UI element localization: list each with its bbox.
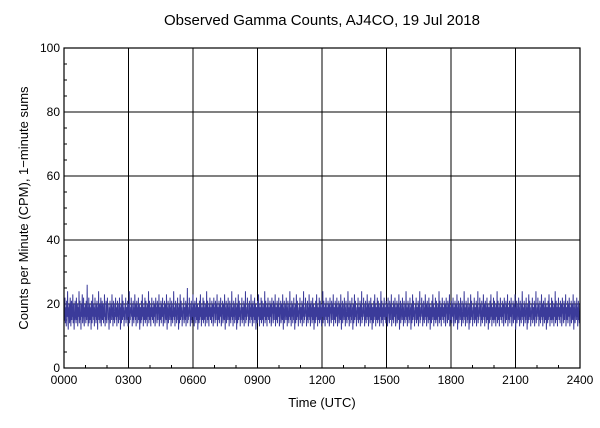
chart-title: Observed Gamma Counts, AJ4CO, 19 Jul 201… [164, 12, 480, 29]
x-tick-labels: 0000 0300 0600 0900 1200 1500 1800 2100 2400 [51, 373, 594, 387]
x-tick-label: 0600 [180, 373, 207, 387]
y-tick-label: 60 [47, 169, 61, 183]
x-tick-label: 0000 [51, 373, 78, 387]
x-tick-label: 0900 [244, 373, 271, 387]
plot-frame [63, 47, 581, 369]
y-tick-label: 20 [47, 297, 61, 311]
x-tick-label: 1800 [438, 373, 465, 387]
y-tick-label: 0 [53, 361, 60, 375]
y-tick-label: 100 [40, 41, 60, 55]
x-tick-label: 1500 [373, 373, 400, 387]
x-tick-label: 2100 [502, 373, 529, 387]
x-axis-label: Time (UTC) [288, 395, 355, 410]
series-line [63, 284, 581, 330]
y-tick-labels: 0 20 40 60 80 100 [40, 41, 60, 375]
x-tick-label: 2400 [567, 373, 594, 387]
y-tick-label: 80 [47, 105, 61, 119]
y-axis-label: Counts per Minute (CPM), 1−minute sums [16, 86, 31, 330]
x-tick-label: 0300 [115, 373, 142, 387]
y-tick-label: 40 [47, 233, 61, 247]
x-tick-label: 1200 [309, 373, 336, 387]
